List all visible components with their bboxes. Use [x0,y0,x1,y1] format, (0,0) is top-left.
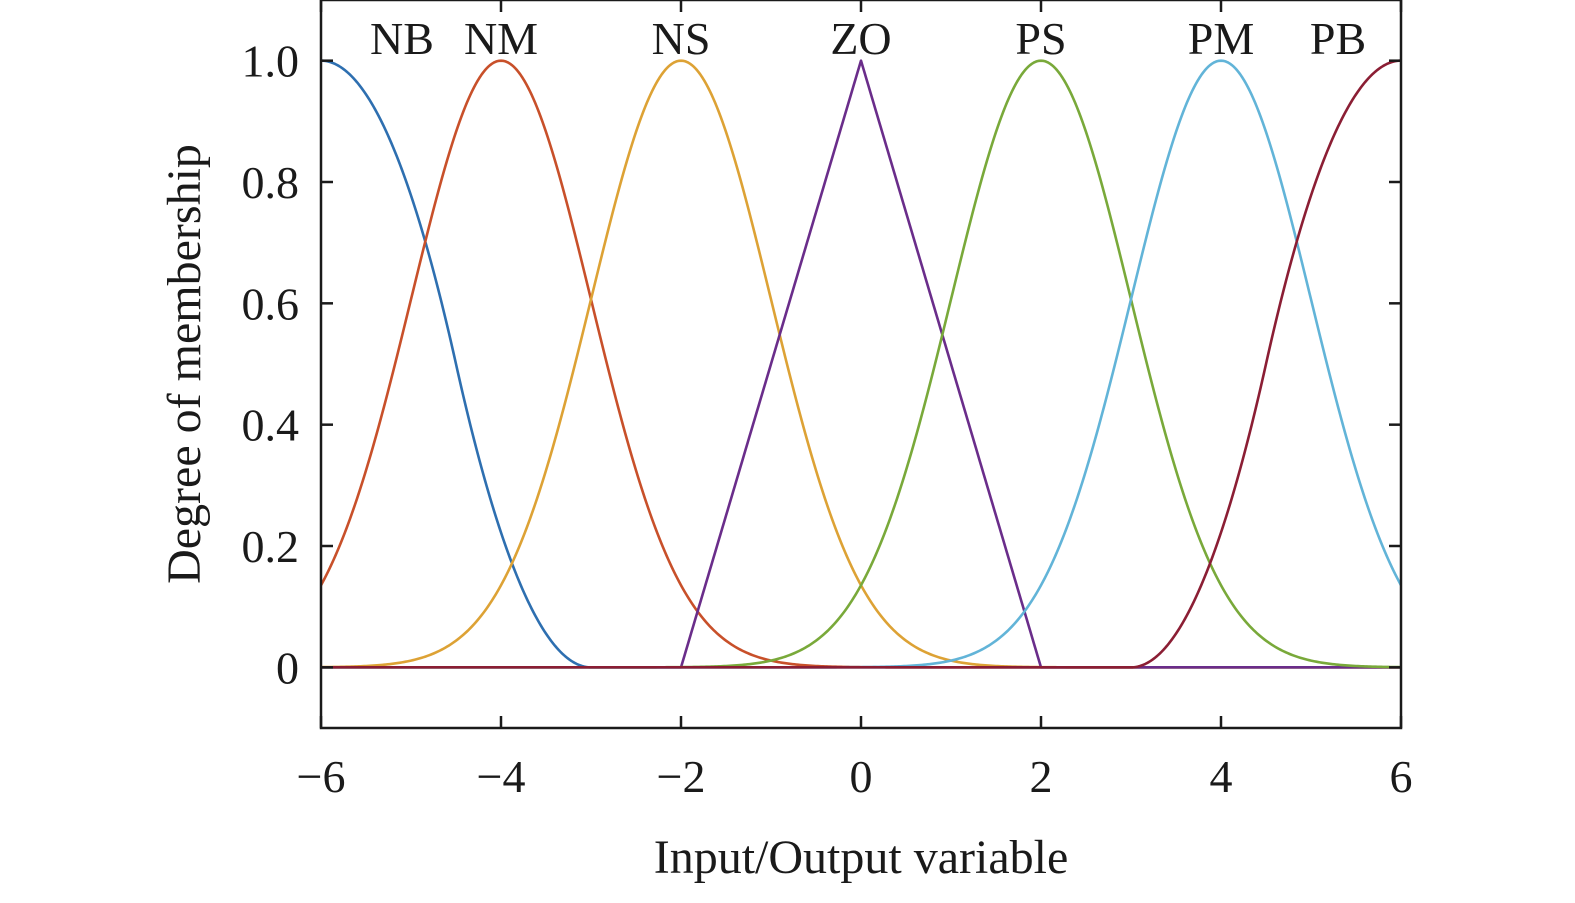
x-tick-label: −4 [477,751,526,802]
x-tick-label: −6 [297,751,346,802]
x-axis-label: Input/Output variable [654,831,1069,884]
x-tick-label: 6 [1390,751,1413,802]
curve-label-nm: NM [464,13,538,64]
curve-label-ps: PS [1015,13,1066,64]
y-tick-label: 0.2 [242,521,300,572]
series-line-zo [321,59,1401,669]
y-axis-label: Degree of membership [158,144,211,584]
y-tick-label: 0 [276,642,299,693]
curve-label-zo: ZO [830,13,891,64]
curve-label-nb: NB [370,13,434,64]
x-tick-label: 2 [1030,751,1053,802]
x-tick-label: 0 [850,751,873,802]
series-line-nb [321,59,1401,669]
y-tick-label: 0.4 [242,400,300,451]
curve-label-pb: PB [1310,13,1366,64]
series-line-ps [321,59,1401,669]
x-tick-label: 4 [1210,751,1233,802]
series-line-nm [321,59,1401,669]
series-line-pb [321,59,1401,669]
curve-label-pm: PM [1188,13,1254,64]
y-tick-label: 1.0 [242,36,300,87]
y-tick-label: 0.8 [242,157,300,208]
x-tick-label: −2 [657,751,706,802]
plot-frame [319,0,1403,730]
y-tick-label: 0.6 [242,278,300,329]
curve-label-ns: NS [652,13,711,64]
series-line-ns [321,59,1401,669]
series-line-pm [321,59,1401,669]
